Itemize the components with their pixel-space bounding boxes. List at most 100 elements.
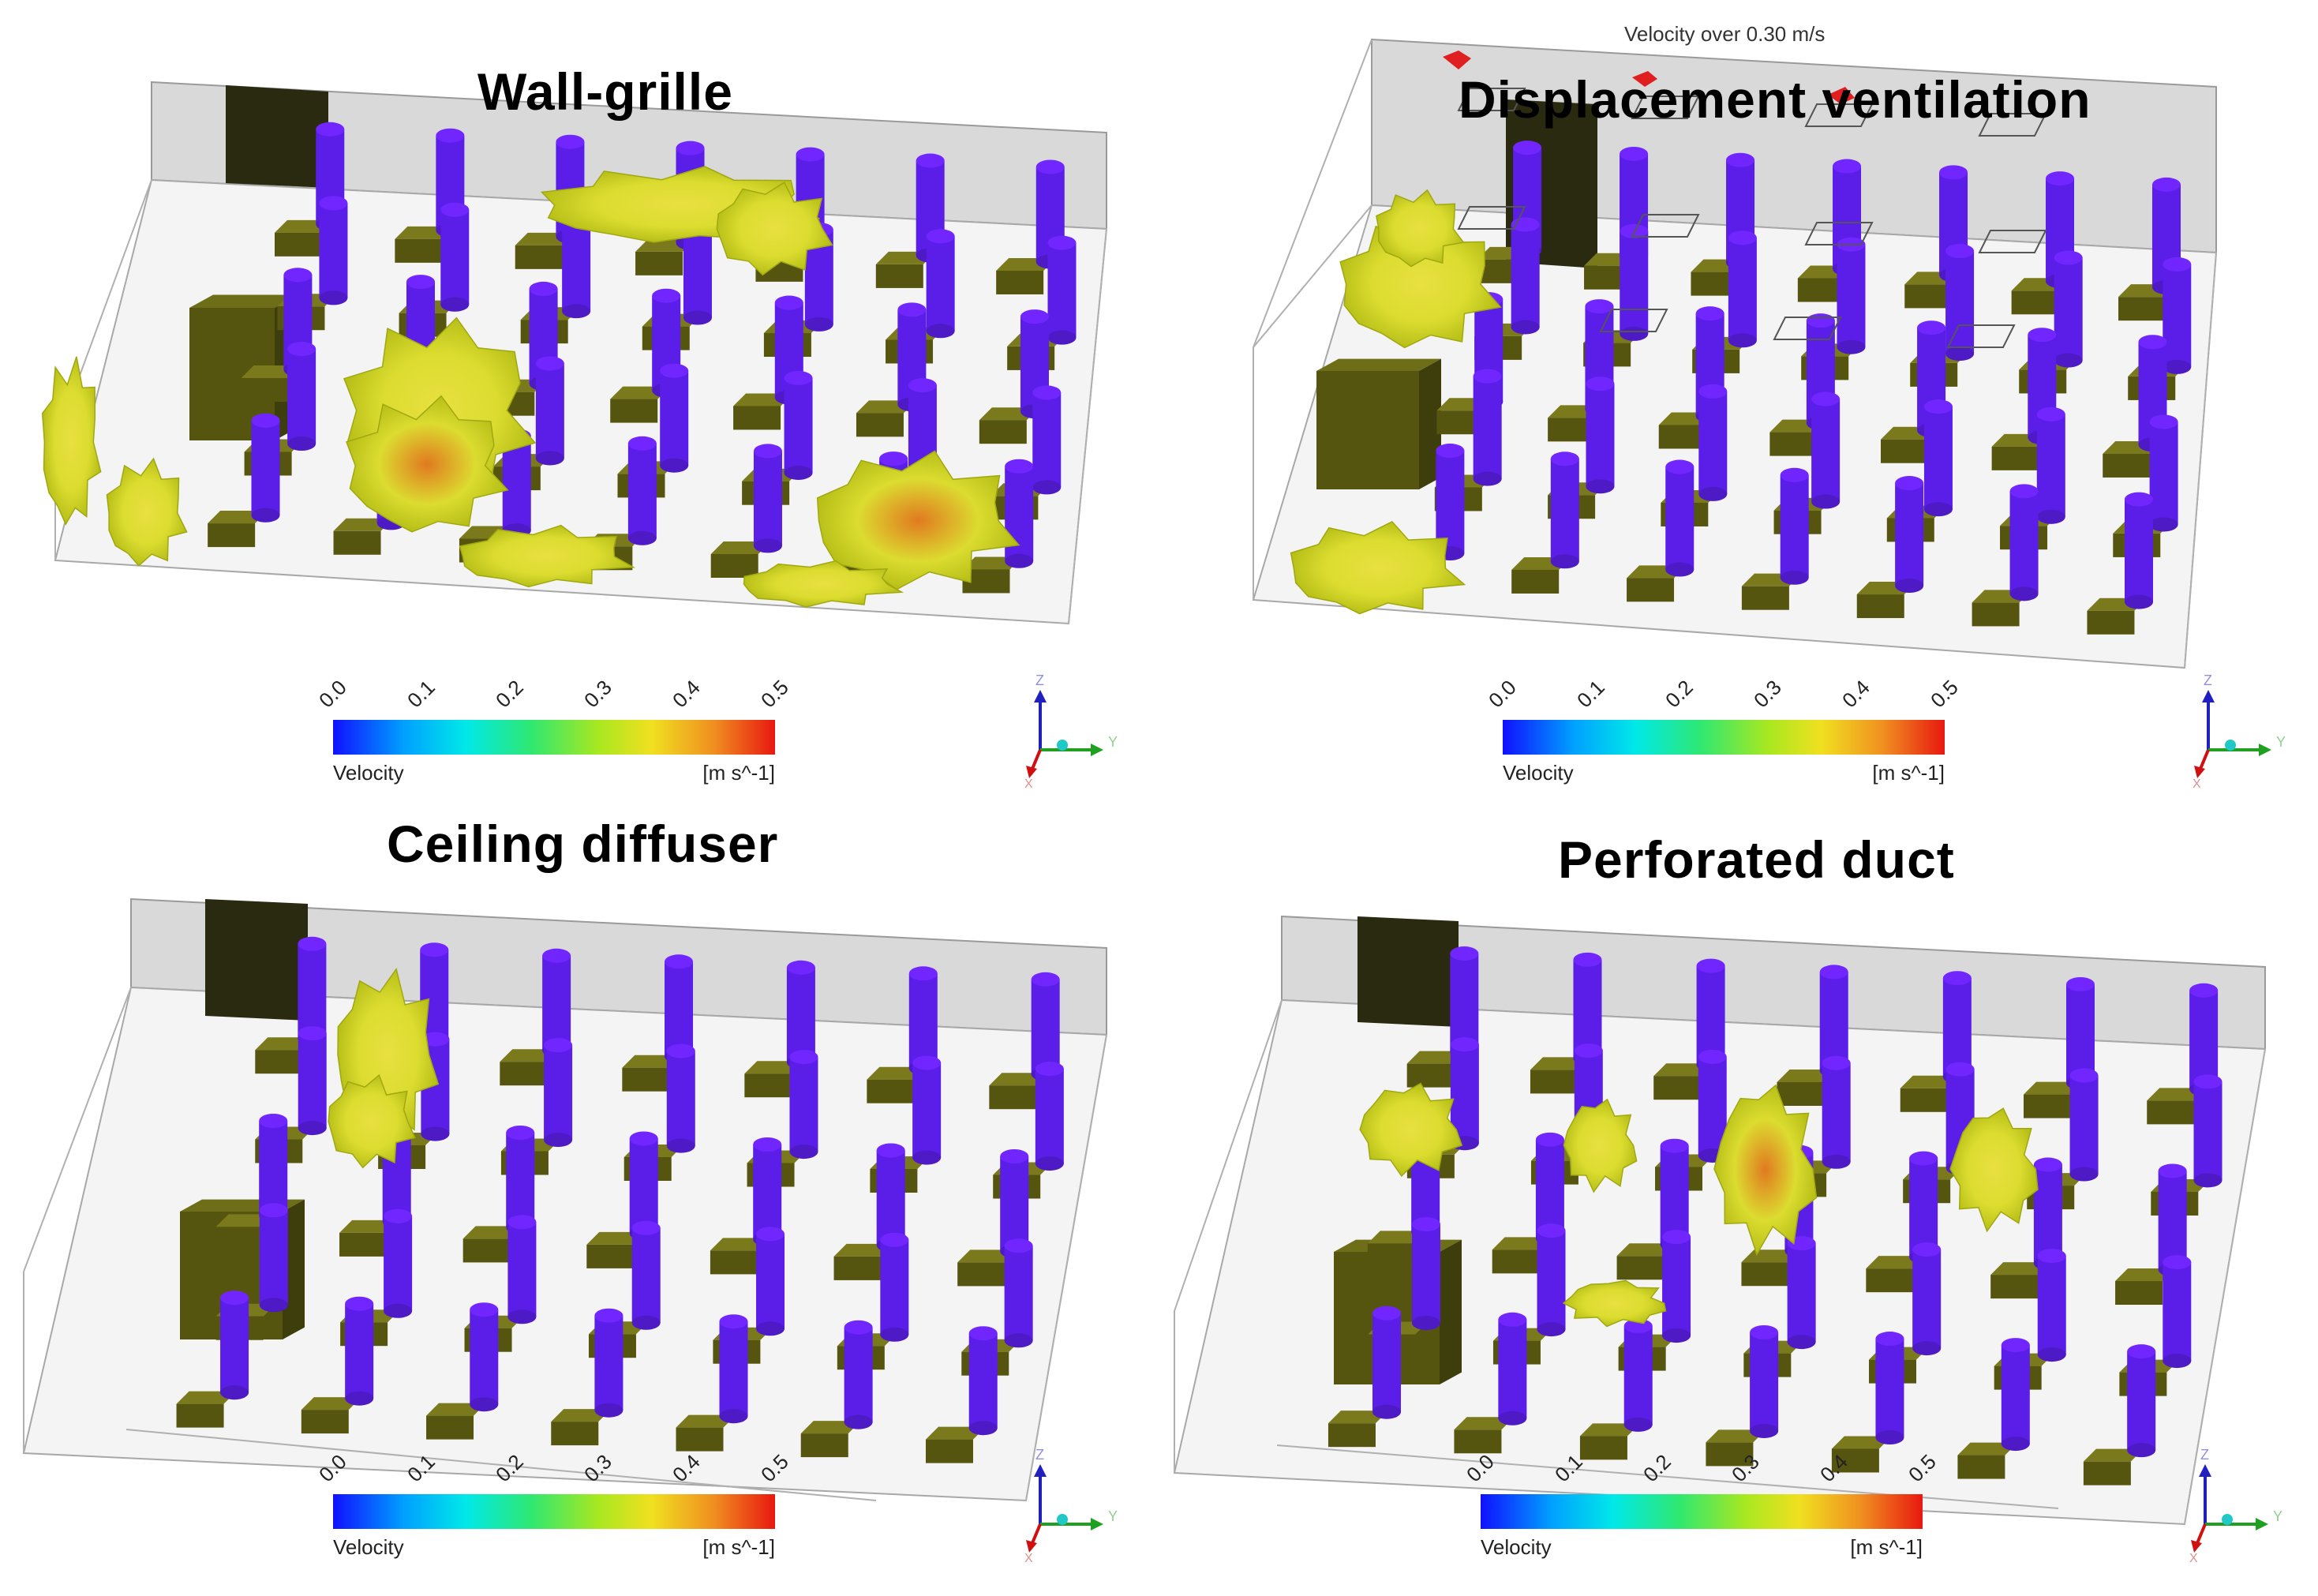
- x-axis-line: [1031, 749, 1042, 770]
- desk: [215, 1227, 264, 1251]
- occupant-column-top: [1411, 1217, 1440, 1232]
- occupant-column: [345, 1303, 374, 1399]
- occupant-column-base: [660, 458, 689, 473]
- occupant-column-top: [1923, 399, 1953, 414]
- occupant-column: [1819, 972, 1848, 1071]
- room-edge: [125, 1429, 877, 1501]
- panel-title: Perforated duct: [1558, 830, 1955, 889]
- occupant-column-base: [287, 436, 316, 451]
- occupant-column-base: [1620, 326, 1649, 341]
- occupant-column-base: [319, 290, 348, 305]
- occupant-column-top: [542, 948, 571, 963]
- velocity-isosurface: [743, 560, 904, 608]
- high-velocity-patch: [1443, 51, 1471, 69]
- occupant-column-top: [2037, 1249, 2066, 1264]
- desk: [500, 1062, 548, 1086]
- y-arrow-icon: [1091, 744, 1103, 756]
- velocity-legend: 0.0 0.1 0.2 0.3 0.4 0.5 Velocity [m s^-1]: [314, 676, 793, 785]
- axis-triad: Z Y X: [1017, 671, 1135, 791]
- occupant-column-top: [1473, 369, 1502, 384]
- scene-wall-grille: [41, 81, 1108, 625]
- occupant-column: [384, 1216, 413, 1311]
- occupant-column-top: [753, 1137, 782, 1152]
- occupant-column-base: [666, 1138, 695, 1153]
- room-edge: [2184, 252, 2217, 669]
- occupant-column-top: [1909, 1151, 1938, 1166]
- desk: [551, 1422, 599, 1446]
- occupant-column-base: [1537, 1322, 1566, 1337]
- desk: [1627, 578, 1675, 602]
- high-velocity-patch: [1828, 87, 1855, 104]
- axis-triad: Z Y X: [2185, 671, 2303, 791]
- occupant-column-top: [629, 1131, 658, 1146]
- occupant-column-top: [1875, 1332, 1904, 1347]
- occupant-column: [1031, 979, 1060, 1074]
- occupant-column-top: [1004, 1238, 1033, 1253]
- occupant-column-top: [2193, 1074, 2223, 1089]
- occupant-column-base: [1004, 1333, 1033, 1348]
- occupant-column: [1511, 224, 1540, 328]
- desk: [2115, 1281, 2163, 1306]
- occupant-column-top: [2033, 1157, 2062, 1172]
- occupant-column: [220, 1298, 249, 1393]
- desk: [1367, 1243, 1415, 1268]
- occupant-column-base: [1035, 1156, 1064, 1171]
- velocity-isosurface: [459, 524, 636, 588]
- desk: [176, 1403, 224, 1428]
- velocity-isosurface: [106, 457, 188, 567]
- desk: [1492, 1249, 1540, 1274]
- occupant-column-top: [1945, 1062, 1975, 1077]
- desk: [241, 377, 289, 402]
- x-axis-label: X: [1024, 1552, 1033, 1564]
- occupant-column-top: [1020, 309, 1049, 324]
- desk: [1706, 1442, 1754, 1467]
- occupant-column-base: [298, 1121, 327, 1136]
- z-axis-label: Z: [1035, 672, 1044, 688]
- occupant-column-base: [1665, 562, 1694, 577]
- occupant-column-base: [470, 1397, 499, 1412]
- occupant-column-base: [2036, 509, 2065, 524]
- occupant-column-base: [1047, 330, 1077, 345]
- occupant-column: [562, 216, 591, 312]
- occupant-column-top: [2152, 177, 2181, 192]
- occupant-column-top: [631, 1220, 661, 1235]
- occupant-column-top: [556, 134, 585, 149]
- occupant-column-top: [1698, 384, 1728, 399]
- occupant-column-top: [2127, 1344, 2156, 1359]
- cabinet: [1316, 371, 1419, 489]
- occupant-column: [666, 1051, 695, 1146]
- occupant-column: [1837, 244, 1866, 347]
- occupant-column: [298, 943, 327, 1039]
- occupant-column-top: [420, 942, 449, 957]
- occupant-column-top: [421, 1032, 450, 1047]
- occupant-column-base: [1728, 333, 1757, 348]
- occupant-column: [844, 1327, 873, 1422]
- x-arrow-icon: [2194, 766, 2205, 778]
- y-axis-label: Y: [2276, 734, 2286, 750]
- occupant-column-top: [1513, 140, 1542, 155]
- occupant-column-top: [1939, 165, 1968, 180]
- occupant-column-top: [666, 1043, 695, 1058]
- velocity-isosurface: [1290, 520, 1466, 615]
- occupant-column: [2065, 983, 2095, 1083]
- occupant-column: [440, 209, 470, 305]
- occupant-column: [1696, 965, 1725, 1065]
- occupant-column: [683, 223, 712, 318]
- occupant-column-top: [753, 444, 782, 459]
- z-arrow-icon: [1034, 690, 1047, 702]
- occupant-column-base: [2163, 359, 2192, 374]
- colorbar: [333, 1494, 775, 1529]
- desk: [676, 1427, 724, 1452]
- occupant-column-top: [1436, 444, 1465, 459]
- occupant-column: [1411, 1224, 1440, 1324]
- occupant-column: [594, 1315, 624, 1411]
- cabinet-side: [283, 1199, 305, 1339]
- y-arrow-icon: [1091, 1518, 1103, 1530]
- occupant-column: [251, 420, 280, 515]
- occupant-column-top: [1833, 159, 1862, 174]
- desk: [635, 251, 683, 275]
- occupant-column-top: [220, 1291, 249, 1306]
- occupant-column-top: [756, 1227, 785, 1242]
- occupant-column-top: [1573, 952, 1602, 967]
- occupant-column: [2158, 1171, 2187, 1270]
